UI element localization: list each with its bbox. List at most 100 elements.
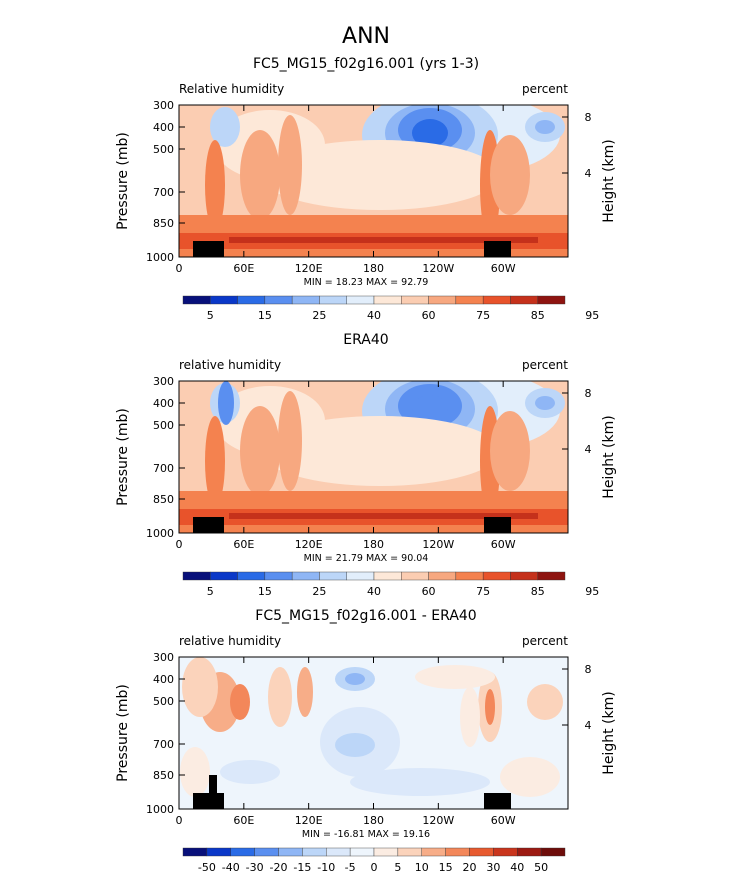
ytick-label: 500 [153, 143, 174, 156]
colorbar-cell [264, 295, 293, 305]
xtick-label: 120E [295, 814, 323, 827]
colorbar-label: 0 [371, 861, 378, 872]
colorbar-cell [346, 295, 375, 305]
field [179, 657, 568, 809]
colorbar-cell [401, 571, 429, 581]
colorbar-cell [206, 847, 231, 857]
xtick-label: 180 [363, 814, 384, 827]
colorbar-label: 40 [367, 585, 381, 598]
field-blob [278, 115, 302, 215]
colorbar-label: 40 [367, 309, 381, 322]
y2label: Height (km) [601, 415, 617, 498]
colorbar-cell [291, 295, 320, 305]
ytick-label: 700 [153, 738, 174, 751]
xtick-label: 120W [422, 538, 454, 551]
colorbar-cell [428, 295, 457, 305]
colorbar-cell [482, 295, 511, 305]
colorbar-label: 15 [258, 585, 272, 598]
land-mask [193, 241, 224, 257]
field-blob [527, 684, 563, 720]
colorbar-cell [445, 847, 470, 857]
panel-title: ERA40 [343, 332, 388, 348]
ytick-label: 850 [153, 217, 174, 230]
colorbar-label: 60 [422, 585, 436, 598]
xtick-label: 0 [176, 814, 183, 827]
ylabel: Pressure (mb) [115, 132, 131, 230]
colorbar-cell [237, 295, 266, 305]
y2tick-label: 4 [585, 167, 592, 180]
colorbar-label: 30 [486, 861, 500, 872]
colorbar-cell [397, 847, 422, 857]
field-blob [415, 665, 495, 689]
xtick-label: 60E [233, 538, 254, 551]
field-band [229, 237, 538, 243]
xtick-label: 180 [363, 262, 384, 275]
ylabel: Pressure (mb) [115, 408, 131, 506]
ytick-label: 300 [153, 651, 174, 664]
left-label: relative humidity [179, 634, 281, 648]
field [179, 381, 568, 533]
colorbar-cell [302, 847, 327, 857]
colorbar-label: 15 [439, 861, 453, 872]
colorbar-label: 25 [312, 585, 326, 598]
colorbar-cell [493, 847, 518, 857]
colorbar-label: 5 [394, 861, 401, 872]
right-label: percent [522, 634, 568, 648]
ytick-label: 500 [153, 695, 174, 708]
panel-title: FC5_MG15_f02g16.001 (yrs 1-3) [253, 56, 479, 72]
colorbar-cell [469, 847, 494, 857]
colorbar-label: -30 [246, 861, 264, 872]
colorbar-cell [373, 847, 399, 857]
colorbar-cell [421, 847, 446, 857]
field-blob [260, 416, 500, 486]
colorbar-label: 75 [476, 309, 490, 322]
ytick-label: 400 [153, 673, 174, 686]
field-blob [205, 140, 225, 230]
field-blob [345, 673, 365, 685]
colorbar-cell [264, 571, 293, 581]
land-mask [193, 517, 224, 533]
land-mask [193, 793, 224, 809]
colorbar-label: 60 [422, 309, 436, 322]
colorbar-cell [401, 295, 429, 305]
colorbar-cell [373, 571, 402, 581]
field-blob [335, 733, 375, 757]
xtick-label: 60E [233, 814, 254, 827]
left-label: Relative humidity [179, 82, 284, 96]
ytick-label: 850 [153, 769, 174, 782]
colorbar-cell [182, 847, 208, 857]
y2label: Height (km) [601, 139, 617, 222]
colorbar-cell [349, 847, 375, 857]
ylabel: Pressure (mb) [115, 684, 131, 782]
colorbar-cell [428, 571, 457, 581]
colorbar-cell [326, 847, 351, 857]
y2tick-label: 8 [585, 387, 592, 400]
colorbar-label: 5 [207, 309, 214, 322]
xtick-label: 60W [491, 262, 516, 275]
colorbar-label: 25 [312, 309, 326, 322]
ytick-label: 1000 [146, 251, 174, 264]
field-blob [412, 395, 448, 423]
colorbar-cell [278, 847, 303, 857]
field-blob [180, 747, 210, 797]
colorbar-cell [537, 295, 566, 305]
xtick-label: 60W [491, 538, 516, 551]
land-mask [209, 775, 217, 793]
field-blob [490, 411, 530, 491]
xtick-label: 120W [422, 814, 454, 827]
field-blob [485, 689, 495, 725]
field-blob [268, 667, 292, 727]
colorbar-cell [537, 571, 566, 581]
field-blob [230, 684, 250, 720]
field-blob [182, 657, 218, 717]
xtick-label: 60W [491, 814, 516, 827]
colorbar-cell [291, 571, 320, 581]
land-mask [484, 517, 511, 533]
xtick-label: 0 [176, 538, 183, 551]
colorbar-cell [540, 847, 566, 857]
left-label: relative humidity [179, 358, 281, 372]
colorbar-label: 10 [415, 861, 429, 872]
field-blob [210, 107, 240, 147]
colorbar-cell [319, 295, 347, 305]
